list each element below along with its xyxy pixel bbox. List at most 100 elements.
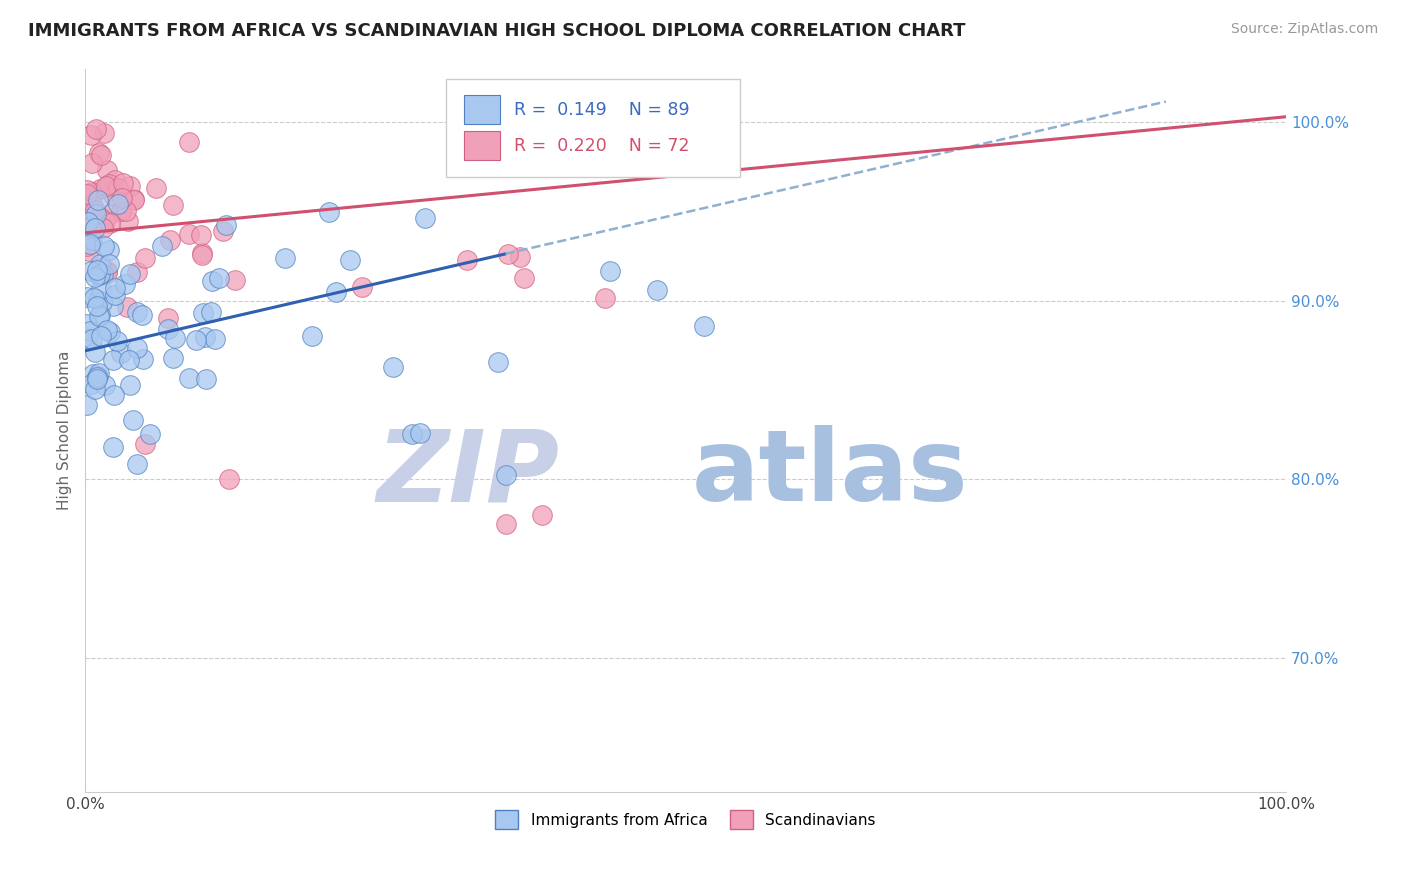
Point [122,413,145,427]
Point [215,219,238,233]
Point [103,180,125,194]
Point [117,213,139,227]
Point [76,332,98,346]
Point [90,148,112,162]
Point [413,211,436,226]
Point [156,311,179,326]
Point [162,198,184,212]
Point [318,205,340,219]
Point [84,270,107,285]
Point [96,179,118,194]
Y-axis label: High School Diploma: High School Diploma [58,351,72,510]
Point [84,207,107,221]
Point [80,219,103,234]
Point [382,359,405,374]
Point [90,260,112,275]
Point [127,457,149,471]
Point [177,135,200,149]
Point [84,344,107,359]
Text: IMMIGRANTS FROM AFRICA VS SCANDINAVIAN HIGH SCHOOL DIPLOMA CORRELATION CHART: IMMIGRANTS FROM AFRICA VS SCANDINAVIAN H… [28,22,966,40]
Point [156,322,179,336]
Point [117,300,139,314]
Point [190,228,212,243]
Point [409,426,432,441]
Point [77,215,100,229]
Point [97,257,120,271]
Point [94,378,117,392]
Point [91,294,114,309]
Point [177,227,200,242]
Point [76,318,98,332]
Point [101,440,124,454]
Point [599,263,621,277]
Point [110,204,132,219]
Bar [464,95,499,124]
Point [84,121,107,136]
Point [122,193,145,207]
Point [90,283,112,297]
Point [77,215,100,229]
Point [325,285,347,299]
Point [91,267,114,281]
Point [79,231,101,245]
Text: R =  0.149    N = 89: R = 0.149 N = 89 [515,101,689,119]
Point [98,243,121,257]
Point [76,221,98,235]
Point [104,173,127,187]
Point [131,308,153,322]
Text: ZIP: ZIP [377,425,560,522]
Point [118,377,141,392]
Point [118,268,141,282]
Point [80,197,103,211]
Point [115,204,138,219]
Point [194,330,217,344]
Point [145,181,167,195]
Point [76,239,98,253]
Point [87,366,110,380]
Point [201,274,224,288]
Point [645,283,668,297]
Point [184,333,207,347]
Text: Source: ZipAtlas.com: Source: ZipAtlas.com [1230,22,1378,37]
Point [120,178,142,193]
Point [76,201,98,215]
Point [107,197,129,211]
Point [104,288,127,302]
Point [191,248,214,262]
Point [89,181,111,195]
Point [76,186,98,201]
Point [127,305,149,319]
Point [111,176,134,190]
Point [79,324,101,338]
Point [89,309,111,323]
Point [87,193,110,207]
Point [110,346,132,360]
Point [122,192,145,206]
Point [80,156,103,170]
Point [83,211,105,226]
Point [86,370,108,384]
Point [91,221,114,235]
Point [273,251,295,265]
Point [103,387,125,401]
Point [401,426,423,441]
Point [350,280,373,294]
Point [179,370,201,384]
Point [456,253,478,268]
Point [132,351,155,366]
Point [76,183,98,197]
Point [101,299,124,313]
Point [89,210,111,224]
Point [100,206,122,220]
Point [98,177,121,191]
Point [96,264,118,278]
Point [224,272,246,286]
Point [593,291,616,305]
Point [87,368,110,383]
Point [107,181,129,195]
Point [79,219,101,233]
Point [86,299,108,313]
Point [76,225,98,239]
Point [87,145,110,160]
Point [89,256,111,270]
